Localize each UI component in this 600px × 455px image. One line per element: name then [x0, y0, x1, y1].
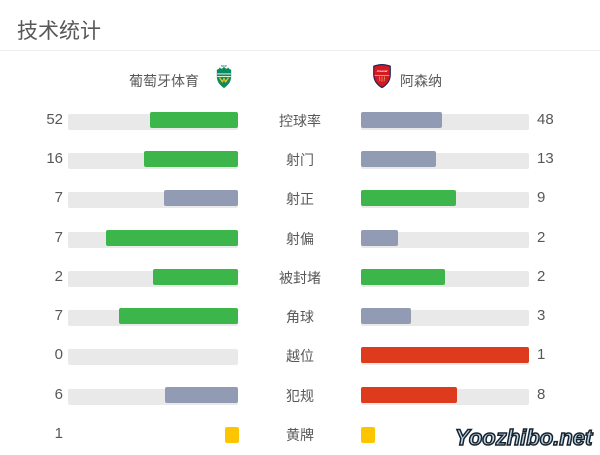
svg-text:Arsenal: Arsenal	[376, 69, 388, 73]
